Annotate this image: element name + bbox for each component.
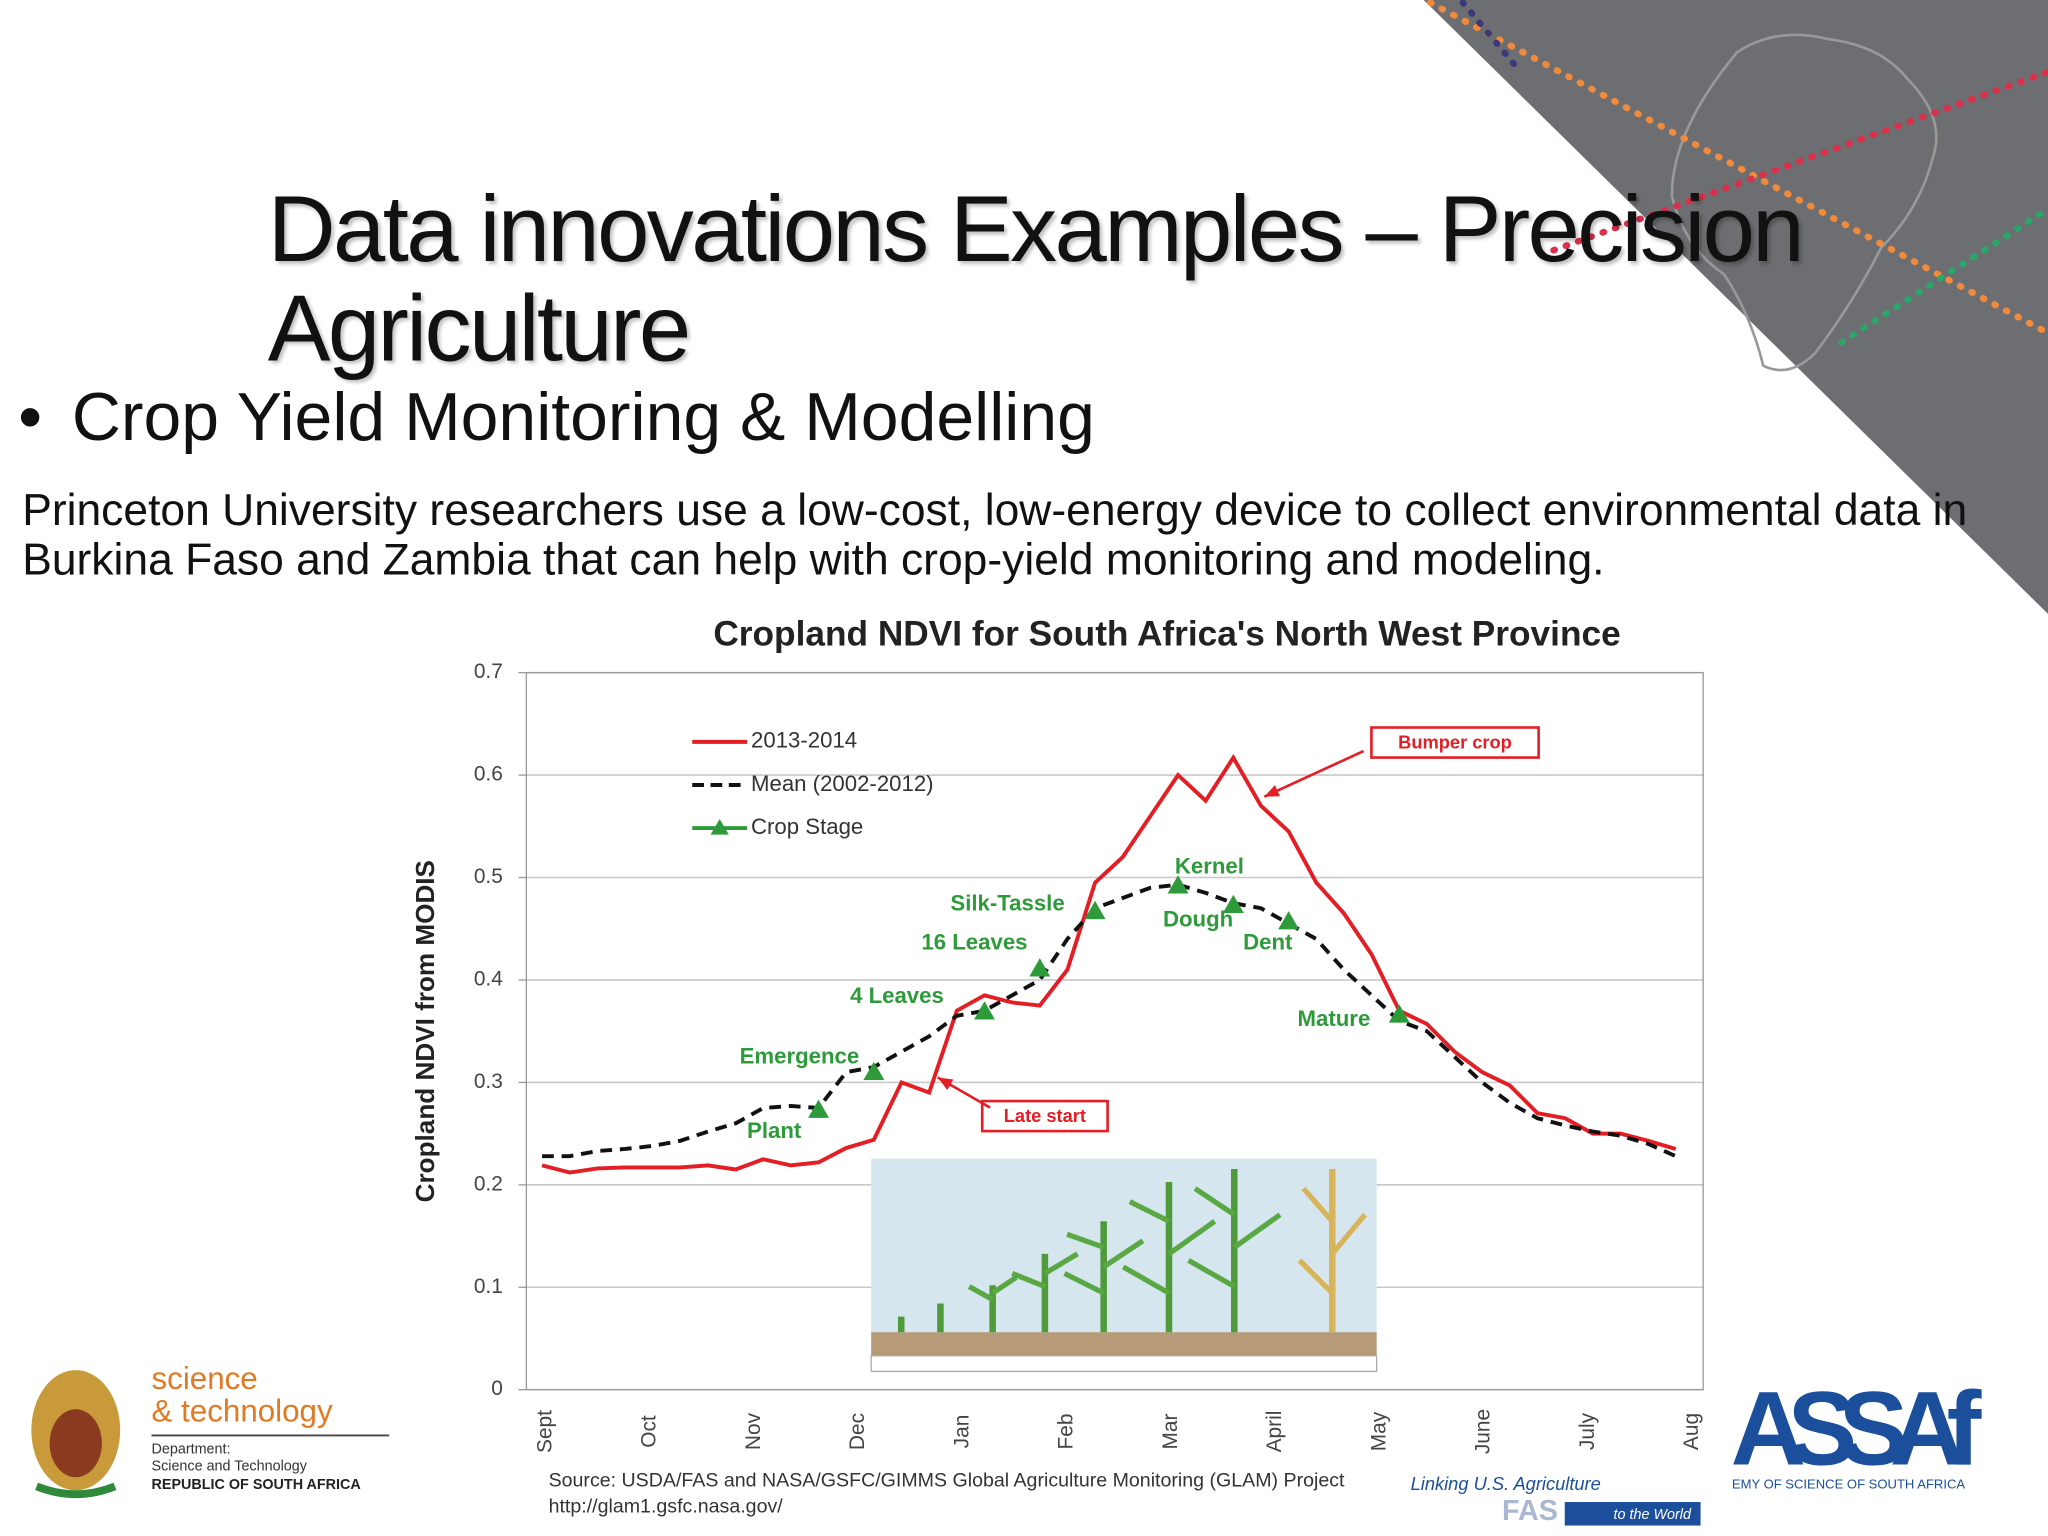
y-tick-label: 0.5 — [474, 865, 503, 888]
legend-label: Crop Stage — [751, 814, 863, 839]
illustration-soil — [871, 1332, 1377, 1356]
crop-stage-label: Kernel — [1175, 853, 1244, 878]
crop-stage-label: Emergence — [740, 1044, 860, 1069]
illustration-scale — [870, 1355, 1378, 1373]
chart-source: Source: USDA/FAS and NASA/GSFC/GIMMS Glo… — [549, 1468, 1345, 1520]
series-line — [542, 882, 1677, 1159]
crop-stage-label: Silk-Tassle — [950, 891, 1064, 916]
annotation-box — [1370, 726, 1540, 759]
crop-stage-label: Plant — [747, 1118, 802, 1143]
chart-title: Cropland NDVI for South Africa's North W… — [713, 614, 1620, 653]
crop-stage-marker — [1222, 894, 1244, 914]
dotted-line — [1838, 205, 2048, 346]
fas-band — [1564, 1502, 1701, 1526]
assaf-logo: ASSAf — [1731, 1370, 1982, 1487]
crop-stage-marker — [1029, 958, 1051, 977]
legend-label: 2013-2014 — [751, 728, 857, 753]
assaf-tagline: EMY OF SCIENCE OF SOUTH AFRICA — [1732, 1477, 1965, 1492]
dst-emblem — [31, 1370, 121, 1499]
africa-outline — [1670, 33, 1938, 372]
corner-decoration — [1423, 0, 2048, 614]
y-tick-label: 0.1 — [474, 1275, 503, 1298]
crop-stage-label: Dent — [1243, 930, 1293, 955]
chart: Cropland NDVI for South Africa's North W… — [410, 614, 1704, 1454]
crop-stage-label: Dough — [1163, 907, 1233, 932]
crop-stage-marker — [1278, 911, 1300, 930]
crop-stage-label: 4 Leaves — [850, 983, 944, 1008]
y-axis-label: Cropland NDVI from MODIS — [410, 860, 440, 1202]
x-tick-label: Mar — [1159, 1413, 1182, 1449]
emblem-ribbon — [35, 1482, 117, 1499]
x-tick-label: July — [1576, 1412, 1599, 1450]
x-tick-label: Oct — [638, 1415, 661, 1448]
dotted-line — [1459, 0, 1519, 69]
logo-text: Science and Technology — [152, 1459, 308, 1475]
bullet-text: Crop Yield Monitoring & Modelling — [71, 380, 1095, 456]
annotation-arrowhead — [937, 1077, 954, 1091]
logo-text: Department: — [152, 1442, 231, 1458]
fas-logo: FAS — [1502, 1495, 1558, 1527]
x-tick-label: April — [1263, 1411, 1286, 1453]
crop-stage-marker — [863, 1061, 885, 1080]
annotation-arrow — [1263, 749, 1365, 798]
x-tick-label: Sept — [533, 1410, 556, 1453]
x-tick-label: Jan — [950, 1415, 973, 1449]
logo-text: science — [152, 1361, 258, 1396]
annotation-box — [980, 1099, 1109, 1133]
logo-text: REPUBLIC OF SOUTH AFRICA — [152, 1477, 361, 1493]
bullet-marker: • — [18, 380, 43, 456]
y-tick-label: 0 — [491, 1377, 503, 1400]
logo-text: & technology — [152, 1394, 333, 1429]
illustration-leaves — [967, 1186, 1282, 1302]
fas-tagline: Linking U.S. Agriculture — [1411, 1473, 1601, 1494]
legend-marker — [710, 818, 729, 835]
x-tick-label: May — [1367, 1411, 1390, 1451]
crop-stage-label: 16 Leaves — [921, 930, 1027, 955]
x-tick-label: Nov — [742, 1412, 765, 1450]
crop-illustration — [870, 1158, 1378, 1373]
annotation-arrowhead — [1264, 785, 1280, 797]
series-line — [541, 753, 1677, 1175]
paragraph: Princeton University researchers use a l… — [22, 485, 1968, 586]
y-tick-label: 0.3 — [474, 1070, 503, 1093]
source-url: http://glam1.gsfc.nasa.gov/ — [548, 1495, 783, 1518]
annotation-text: Late start — [1004, 1105, 1086, 1126]
illustration-stems — [897, 1168, 1238, 1333]
dotted-line — [1426, 0, 2048, 337]
crop-stage-label: Mature — [1298, 1006, 1371, 1031]
slide-title: Data innovations Examples – Precision Ag… — [267, 177, 1805, 382]
fas-motto: to the World — [1614, 1507, 1692, 1523]
x-tick-label: June — [1472, 1409, 1495, 1454]
legend-label: Mean (2002-2012) — [751, 771, 934, 796]
source-text: Source: USDA/FAS and NASA/GSFC/GIMMS Glo… — [548, 1469, 1345, 1492]
y-tick-label: 0.4 — [474, 967, 503, 990]
illustration-leaves-dry — [1297, 1186, 1367, 1295]
x-tick-label: Aug — [1680, 1413, 1703, 1450]
crop-stage-marker — [1084, 900, 1106, 920]
y-tick-label: 0.7 — [474, 660, 503, 683]
dotted-line — [1537, 68, 2048, 258]
y-tick-label: 0.6 — [474, 763, 503, 786]
emblem-shield — [49, 1409, 102, 1478]
crop-stage-marker — [974, 1001, 995, 1020]
plot-frame — [525, 671, 1704, 1391]
crop-stage-marker — [1167, 875, 1189, 894]
crop-stage-marker — [808, 1099, 830, 1118]
crop-stage-marker — [1388, 1004, 1410, 1023]
annotation-text: Bumper crop — [1398, 732, 1512, 753]
x-tick-label: Feb — [1055, 1414, 1078, 1450]
y-tick-label: 0.2 — [474, 1172, 503, 1195]
x-tick-label: Dec — [846, 1413, 869, 1450]
